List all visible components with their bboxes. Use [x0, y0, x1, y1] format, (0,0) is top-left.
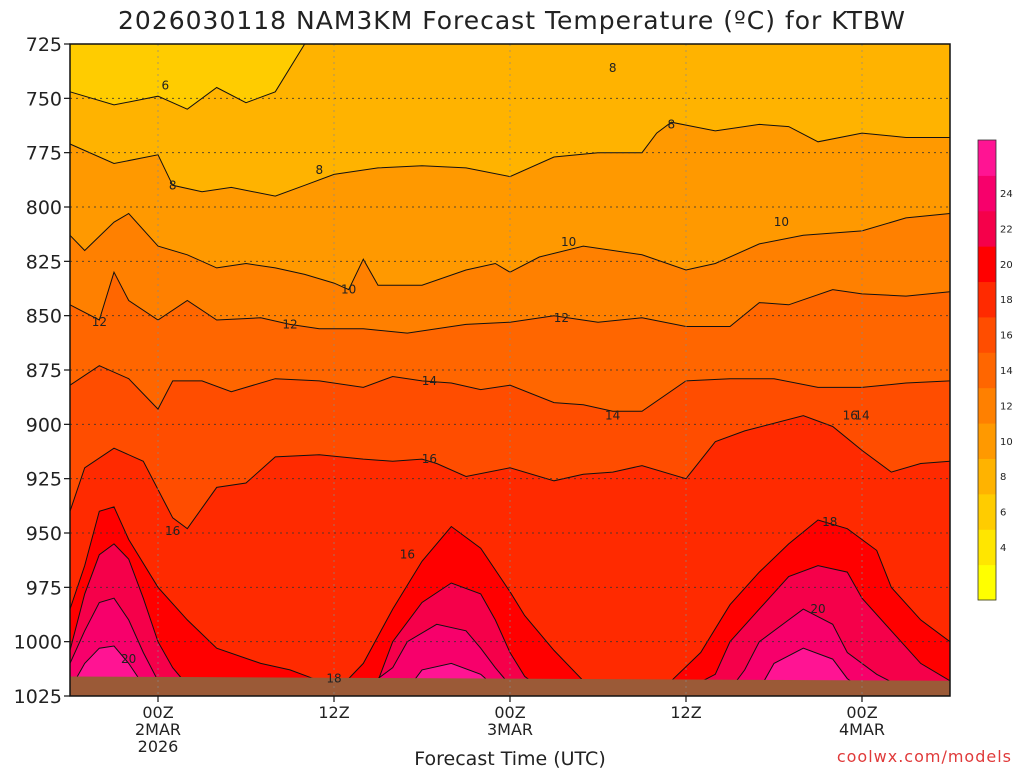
temperature-band-22 [70, 543, 950, 696]
y-tick-label: 850 [26, 306, 62, 328]
x-tick-label: 00Z [142, 703, 173, 722]
colorbar-swatch [978, 352, 996, 389]
colorbar-swatch [978, 140, 996, 176]
isotherm-24 [69, 597, 950, 690]
isotherm-12 [69, 212, 951, 291]
contour-label: 14 [605, 409, 620, 423]
colorbar-swatch [978, 281, 996, 318]
colorbar-label: 24 [1000, 189, 1013, 200]
contour-label: 12 [92, 315, 107, 329]
contour-label: 16 [165, 524, 180, 538]
contour-label: 16 [400, 548, 415, 562]
colorbar-label: 14 [1000, 366, 1013, 377]
colorbar: 4 6 8 10 12 14 16 18 20 22 24 [977, 139, 1013, 601]
contour-label: 20 [810, 602, 825, 616]
contour-label: 14 [854, 409, 869, 423]
contour-label: 8 [668, 117, 676, 131]
isotherm-20 [69, 506, 951, 688]
colorbar-label: 16 [1000, 331, 1013, 342]
colorbar-label: 22 [1000, 224, 1013, 235]
colorbar-swatch [978, 493, 996, 530]
y-tick-label: 950 [26, 523, 62, 545]
colorbar-swatch [978, 529, 996, 566]
colorbar-label: 8 [1000, 472, 1006, 483]
colorbar-label: 20 [1000, 260, 1013, 271]
contour-label: 8 [609, 61, 617, 75]
colorbar-swatch [978, 316, 996, 353]
y-tick-label: 1025 [14, 686, 62, 708]
colorbar-label: 10 [1000, 437, 1013, 448]
colorbar-label: 12 [1000, 401, 1013, 412]
colorbar-label: 18 [1000, 295, 1013, 306]
y-tick-label: 725 [26, 34, 62, 56]
y-tick-label: 1000 [14, 632, 62, 654]
x-tick-label: 00Z [846, 703, 877, 722]
colorbar-swatch [978, 458, 996, 495]
watermark: coolwx.com/models [837, 747, 1012, 766]
chart-title: 2026030118 NAM3KM Forecast Temperature (… [118, 6, 906, 35]
y-tick-label: 775 [26, 143, 62, 165]
y-tick-label: 925 [26, 469, 62, 491]
y-tick-label: 750 [26, 88, 62, 110]
x-tick-label: 00Z [494, 703, 525, 722]
contour-label: 18 [822, 515, 837, 529]
contour-label: 10 [341, 283, 356, 297]
contour-label: 12 [554, 311, 569, 325]
y-axis: 725 750 775 800 825 850 875 900 925 950 975 1000 102… [14, 34, 70, 708]
contour-label: 16 [843, 409, 858, 423]
y-tick-label: 825 [26, 251, 62, 273]
isotherm-18 [69, 415, 951, 530]
isotherm-16 [69, 365, 951, 412]
y-tick-label: 900 [26, 414, 62, 436]
x-tick-label: 2MAR [135, 720, 181, 739]
colorbar-frame [977, 139, 997, 601]
x-tick-label: 4MAR [839, 720, 885, 739]
y-tick-label: 875 [26, 360, 62, 382]
colorbar-label: 4 [1000, 543, 1006, 554]
colorbar-swatch [978, 210, 996, 247]
colorbar-swatch [978, 246, 996, 283]
contour-label: 8 [316, 163, 324, 177]
contour-label: 18 [326, 672, 341, 686]
contour-label: 8 [169, 178, 177, 192]
x-tick-label: 2026 [138, 737, 179, 756]
contour-label: 10 [561, 235, 576, 249]
contour-label: 10 [774, 215, 789, 229]
x-tick-label: 3MAR [487, 720, 533, 739]
x-tick-label: 12Z [670, 703, 701, 722]
colorbar-label: 6 [1000, 508, 1006, 519]
isotherm-22 [69, 543, 951, 690]
contour-label: 20 [121, 652, 136, 666]
x-axis-label: Forecast Time (UTC) [414, 748, 605, 768]
contour-label: 12 [282, 317, 297, 331]
colorbar-swatch [978, 423, 996, 459]
contour-label: 14 [422, 374, 437, 388]
x-tick-label: 12Z [318, 703, 349, 722]
contour-label: 6 [162, 78, 170, 92]
colorbar-swatch [978, 387, 996, 424]
colorbar-swatch [978, 564, 996, 601]
y-tick-label: 975 [26, 577, 62, 599]
isotherm-26 [69, 645, 950, 690]
colorbar-swatch [978, 175, 996, 212]
contour-label: 16 [422, 452, 437, 466]
y-tick-label: 800 [26, 197, 62, 219]
